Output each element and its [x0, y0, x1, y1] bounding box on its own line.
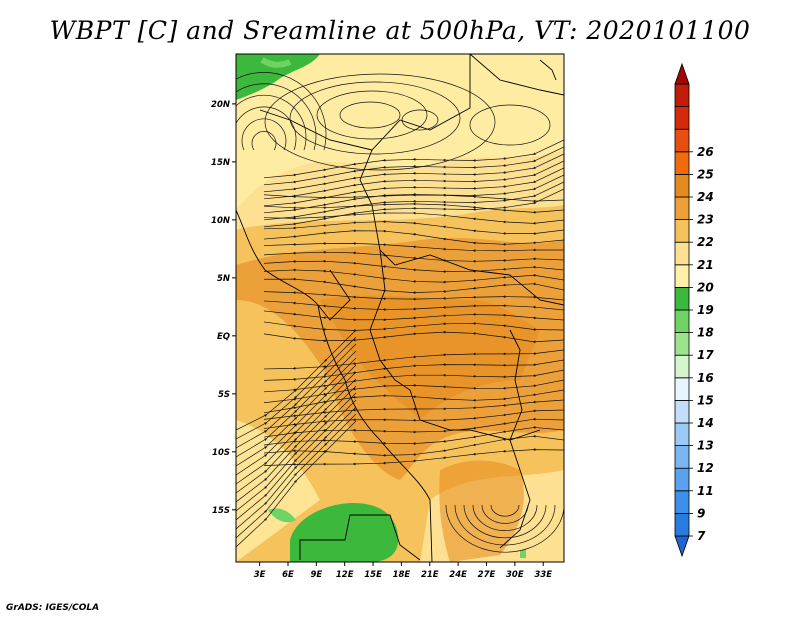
streamline [263, 321, 564, 332]
streamline [236, 83, 317, 151]
streamline [481, 504, 529, 524]
colorbar-swatch [674, 151, 690, 175]
y-tick-label: 10N [211, 216, 230, 226]
colorbar-label: 24 [697, 190, 714, 204]
streamline [263, 242, 564, 253]
colorbar-label: 11 [697, 484, 714, 498]
band-north-cool [236, 54, 564, 210]
streamline [263, 310, 564, 322]
y-tick-label: 5N [217, 274, 230, 284]
streamline [263, 188, 564, 228]
x-tick-label: 6E [282, 570, 294, 580]
band-south-warm [439, 460, 524, 562]
colorbar-swatch [674, 467, 690, 492]
y-tick-label: 15S [212, 506, 230, 516]
x-tick-label: 18E [393, 570, 411, 580]
colorbar-swatch [674, 377, 690, 401]
colorbar-label: 9 [697, 506, 705, 520]
streamline [236, 420, 357, 548]
x-axis: 3E 6E 9E 12E 15E 18E 21E 24E 27E 30E 33E [254, 562, 552, 580]
x-tick-label: 33E [534, 570, 552, 580]
colorbar-swatch [674, 332, 690, 356]
streamline [236, 94, 307, 151]
colorbar-label: 16 [697, 371, 714, 385]
colorbar-swatch [674, 106, 690, 130]
colorbar-label: 14 [697, 416, 714, 430]
streamline [463, 504, 547, 539]
colorbar-swatch [674, 422, 690, 447]
streamlines [236, 72, 564, 553]
colorbar-swatch [674, 490, 690, 514]
colorbar-swatch [674, 241, 690, 266]
y-tick-label: 5S [218, 390, 230, 400]
x-tick-label: 15E [364, 570, 382, 580]
streamline [263, 300, 564, 311]
colorbar-swatch [674, 128, 690, 153]
streamline [263, 330, 564, 344]
x-tick-label: 9E [310, 570, 322, 580]
colorbar-swatch [674, 399, 690, 424]
colorbar-label: 26 [697, 145, 714, 159]
colorbar-label: 13 [697, 439, 714, 453]
wbpt-field [236, 54, 564, 562]
colorbar-swatch [674, 83, 690, 108]
colorbar-label: 20 [697, 280, 714, 294]
footer-credit: GrADS: IGES/COLA [6, 603, 100, 613]
colorbar-label: 22 [697, 235, 714, 249]
colorbar-label: 23 [697, 213, 714, 227]
y-tick-label: 10S [212, 448, 230, 458]
streamline [472, 504, 538, 531]
colorbar-swatch [674, 173, 690, 198]
colorbar-label: 25 [697, 167, 714, 181]
colorbar-label: 15 [697, 393, 714, 407]
colorbar-swatch [674, 354, 690, 379]
x-tick-label: 30E [506, 570, 524, 580]
streamline [454, 504, 556, 546]
x-tick-label: 21E [421, 570, 439, 580]
streamline [445, 504, 564, 553]
streamline [251, 131, 277, 151]
colorbar-swatch [674, 309, 690, 334]
colorbar-swatch [674, 196, 690, 221]
colorbar-swatch [674, 445, 690, 469]
x-tick-label: 3E [254, 570, 266, 580]
y-axis: 20N 15N 10N 5N EQ 5S 10S 15S [211, 100, 236, 516]
y-tick-label: 15N [211, 158, 230, 168]
y-tick-label: EQ [217, 332, 230, 342]
colorbar-label: 19 [697, 303, 714, 317]
y-tick-label: 20N [211, 100, 230, 110]
green-patch-nw [236, 54, 320, 100]
colorbar-label: 12 [697, 461, 714, 475]
chart-title: WBPT [C] and Sreamline at 500hPa, VT: 20… [49, 16, 751, 45]
colorbar-swatch [674, 219, 690, 243]
colorbar-swatch [674, 513, 690, 537]
colorbar-swatch [674, 264, 690, 288]
colorbar-label: 21 [697, 258, 714, 272]
colorbar-swatch [674, 286, 690, 311]
colorbar-label: 7 [697, 529, 706, 543]
streamline [236, 106, 297, 151]
x-tick-label: 24E [449, 570, 467, 580]
x-tick-label: 12E [336, 570, 354, 580]
colorbar-min-arrow [674, 535, 690, 558]
streamline [241, 118, 287, 151]
colorbar-max-arrow [674, 62, 690, 85]
x-tick-label: 27E [478, 570, 496, 580]
streamline [236, 72, 327, 151]
colorbar-label: 18 [697, 326, 714, 340]
map-frame [235, 53, 565, 563]
colorbar-label: 17 [697, 348, 714, 362]
anticyclone-rings [264, 73, 551, 171]
streamline [263, 291, 564, 301]
colorbar: 7 9 11 12 13 14 15 16 17 18 19 20 21 22 23 24 25 26 [674, 62, 714, 558]
streamline [490, 504, 520, 517]
